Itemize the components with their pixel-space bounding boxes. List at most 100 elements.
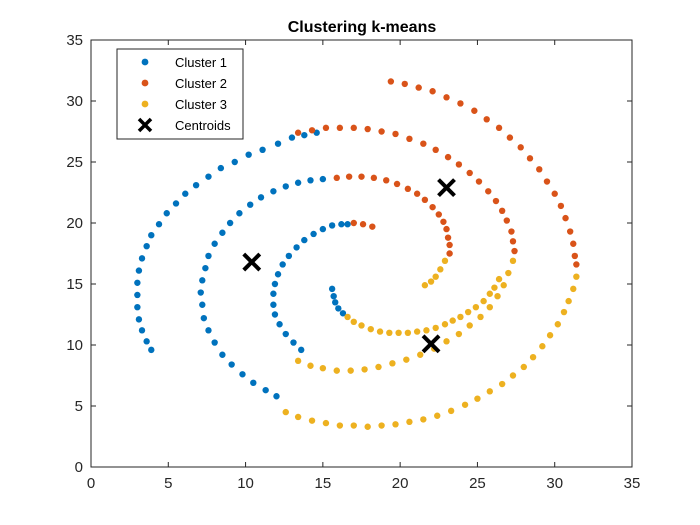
data-point bbox=[336, 124, 344, 132]
data-point bbox=[413, 328, 421, 335]
legend-label: Cluster 1 bbox=[175, 55, 227, 70]
data-point bbox=[557, 202, 565, 210]
data-point bbox=[446, 241, 453, 249]
data-point bbox=[421, 196, 429, 204]
data-point bbox=[573, 261, 580, 268]
data-point bbox=[328, 222, 336, 229]
data-point bbox=[508, 228, 515, 235]
data-point bbox=[333, 367, 340, 374]
data-point bbox=[546, 332, 554, 339]
data-point bbox=[420, 140, 427, 147]
data-point bbox=[480, 297, 487, 305]
data-point bbox=[202, 264, 209, 272]
data-point bbox=[262, 386, 269, 394]
data-point bbox=[543, 178, 551, 185]
data-point bbox=[358, 173, 365, 180]
data-point bbox=[429, 203, 436, 211]
data-point bbox=[444, 234, 452, 241]
data-point bbox=[506, 134, 514, 141]
legend-label: Centroids bbox=[175, 118, 231, 133]
data-point bbox=[271, 311, 279, 318]
data-point bbox=[432, 273, 439, 280]
x-tick-label: 25 bbox=[469, 475, 486, 492]
data-point bbox=[282, 183, 289, 190]
legend-box bbox=[116, 48, 244, 140]
data-point bbox=[293, 244, 300, 251]
data-point bbox=[392, 130, 399, 138]
data-point bbox=[319, 175, 327, 183]
data-point bbox=[500, 282, 507, 289]
data-point bbox=[134, 291, 141, 299]
data-point bbox=[197, 289, 204, 296]
data-point bbox=[245, 151, 252, 158]
series-4 bbox=[242, 178, 456, 354]
data-point bbox=[273, 393, 280, 400]
data-point bbox=[389, 360, 396, 367]
x-tick-label: 35 bbox=[624, 475, 641, 492]
data-point bbox=[539, 343, 546, 350]
data-point bbox=[211, 240, 218, 247]
data-point bbox=[274, 271, 282, 278]
data-point bbox=[350, 422, 357, 429]
data-point bbox=[347, 367, 354, 374]
legend: Cluster 1 Cluster 2 Cluster 3 Centroids bbox=[116, 48, 244, 140]
y-tick-label: 5 bbox=[75, 398, 83, 415]
data-point bbox=[376, 328, 384, 335]
data-point bbox=[294, 413, 302, 421]
data-point bbox=[307, 177, 314, 184]
legend-label: Cluster 3 bbox=[175, 97, 227, 112]
data-point bbox=[427, 278, 435, 285]
data-point bbox=[421, 282, 429, 289]
data-point bbox=[307, 362, 314, 369]
y-tick-label: 30 bbox=[66, 93, 83, 110]
data-point bbox=[330, 293, 337, 300]
data-point bbox=[378, 422, 385, 429]
data-point bbox=[483, 116, 490, 123]
data-point bbox=[509, 238, 517, 245]
legend-marker bbox=[137, 117, 153, 133]
x-tick-label: 5 bbox=[164, 475, 172, 492]
data-point bbox=[319, 225, 327, 233]
data-point bbox=[231, 158, 238, 166]
data-point bbox=[551, 190, 558, 197]
data-point bbox=[495, 124, 503, 132]
data-point bbox=[361, 366, 368, 373]
data-point bbox=[417, 351, 424, 358]
data-point bbox=[138, 255, 146, 262]
y-tick-label: 0 bbox=[75, 459, 83, 476]
data-point bbox=[449, 317, 456, 324]
x-tick-label: 15 bbox=[315, 475, 332, 492]
data-point bbox=[282, 330, 289, 338]
data-point bbox=[294, 129, 302, 136]
data-point bbox=[406, 418, 413, 426]
data-point bbox=[457, 100, 464, 107]
data-point bbox=[345, 173, 353, 180]
plot-frame bbox=[90, 39, 633, 468]
data-point bbox=[437, 266, 444, 273]
data-point bbox=[298, 346, 305, 354]
data-point bbox=[443, 225, 450, 233]
data-point bbox=[386, 329, 393, 336]
data-point bbox=[509, 372, 517, 379]
centroid-marker bbox=[242, 252, 262, 272]
data-point bbox=[200, 314, 208, 322]
data-point bbox=[364, 423, 371, 430]
data-point bbox=[536, 166, 543, 173]
data-point bbox=[434, 412, 441, 419]
legend-label: Cluster 2 bbox=[175, 76, 227, 91]
data-point bbox=[285, 252, 293, 260]
data-point bbox=[474, 395, 481, 402]
data-point bbox=[423, 327, 430, 334]
data-point bbox=[259, 146, 266, 153]
data-point bbox=[219, 351, 226, 358]
data-point bbox=[404, 329, 412, 336]
data-point bbox=[250, 379, 257, 387]
data-point bbox=[148, 346, 155, 354]
data-point bbox=[359, 221, 367, 228]
data-point bbox=[447, 407, 455, 415]
data-point bbox=[143, 242, 150, 250]
legend-marker bbox=[141, 79, 149, 87]
data-point bbox=[294, 179, 302, 186]
data-point bbox=[364, 125, 371, 133]
data-point bbox=[279, 261, 286, 268]
